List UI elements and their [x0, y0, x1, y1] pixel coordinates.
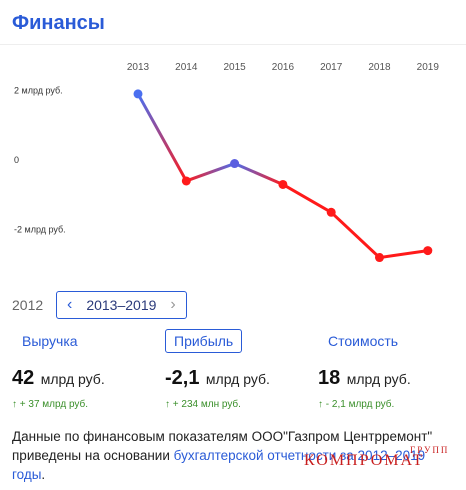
- period-range-box[interactable]: ‹ 2013–2019 ›: [56, 291, 187, 319]
- data-point-2018[interactable]: [375, 253, 384, 263]
- watermark-logo: КОМПРОМАТ: [304, 452, 425, 469]
- year-label-2016: 2016: [272, 62, 295, 73]
- watermark-small: ГРУПП: [410, 445, 450, 455]
- series-line-segment: [136, 92, 188, 183]
- tab-revenue[interactable]: Выручка: [22, 333, 78, 349]
- data-source-note: Данные по финансовым показателям ООО"Газ…: [12, 427, 452, 484]
- metric-profit-value: -2,1: [165, 367, 200, 389]
- y-tick-label: 2 млрд руб.: [14, 85, 63, 95]
- metric-value-unit: млрд руб.: [346, 371, 411, 387]
- tab-value[interactable]: Стоимость: [328, 333, 399, 349]
- series-line-segment: [378, 249, 430, 260]
- y-tick-label: 0: [14, 155, 19, 165]
- metric-value-value: 18: [318, 367, 341, 389]
- data-point-2017[interactable]: [326, 207, 336, 217]
- metric-revenue: 42 млрд руб.: [12, 367, 105, 390]
- year-label-2015: 2015: [223, 62, 246, 73]
- metric-revenue-delta: ↑ + 37 млрд руб.: [12, 399, 89, 410]
- series-line-segment: [329, 210, 381, 260]
- metric-value: 18 млрд руб.: [318, 367, 411, 390]
- source-note-text: Данные по финансовым показателям ООО"Газ…: [12, 429, 433, 463]
- data-point-2019[interactable]: [423, 246, 433, 256]
- metric-revenue-unit: млрд руб.: [40, 371, 105, 387]
- data-point-2013[interactable]: [133, 89, 143, 99]
- accounting-reports-link[interactable]: бухгалтерской отчетности за 2012–2019 го…: [12, 448, 426, 482]
- divider: [0, 44, 466, 45]
- section-title: Финансы: [12, 12, 105, 34]
- chevron-left-icon[interactable]: ‹: [67, 296, 73, 313]
- year-label-2018: 2018: [368, 62, 391, 73]
- profit-line-chart: 2013 2014 2015 2016 2017 2018 2019 2 млрд руб.…: [14, 62, 440, 263]
- period-range-value: 2013–2019: [86, 297, 157, 313]
- metric-revenue-value: 42: [12, 367, 35, 389]
- metric-profit-unit: млрд руб.: [205, 371, 270, 387]
- chevron-right-icon[interactable]: ›: [170, 296, 176, 313]
- tab-profit[interactable]: Прибыль: [165, 329, 243, 353]
- data-point-2016[interactable]: [278, 179, 288, 189]
- y-tick-label: -2 млрд руб.: [14, 225, 66, 235]
- series-line-segment: [184, 162, 237, 183]
- year-label-2014: 2014: [175, 62, 198, 73]
- year-label-2013: 2013: [127, 62, 150, 73]
- metric-profit-delta: ↑ + 234 млн руб.: [165, 399, 241, 410]
- series-line-segment: [233, 162, 285, 186]
- year-label-2019: 2019: [417, 62, 440, 73]
- series-line-segment: [281, 182, 333, 214]
- source-note-end: .: [41, 467, 46, 482]
- metric-value-delta: ↑ - 2,1 млрд руб.: [318, 399, 395, 410]
- metric-profit: -2,1 млрд руб.: [165, 367, 270, 390]
- year-label-2017: 2017: [320, 62, 343, 73]
- data-point-2015[interactable]: [230, 159, 240, 169]
- range-start-year: 2012: [12, 297, 44, 313]
- period-selector: 2012 ‹ 2013–2019 ›: [12, 290, 187, 320]
- data-point-2014[interactable]: [181, 176, 191, 186]
